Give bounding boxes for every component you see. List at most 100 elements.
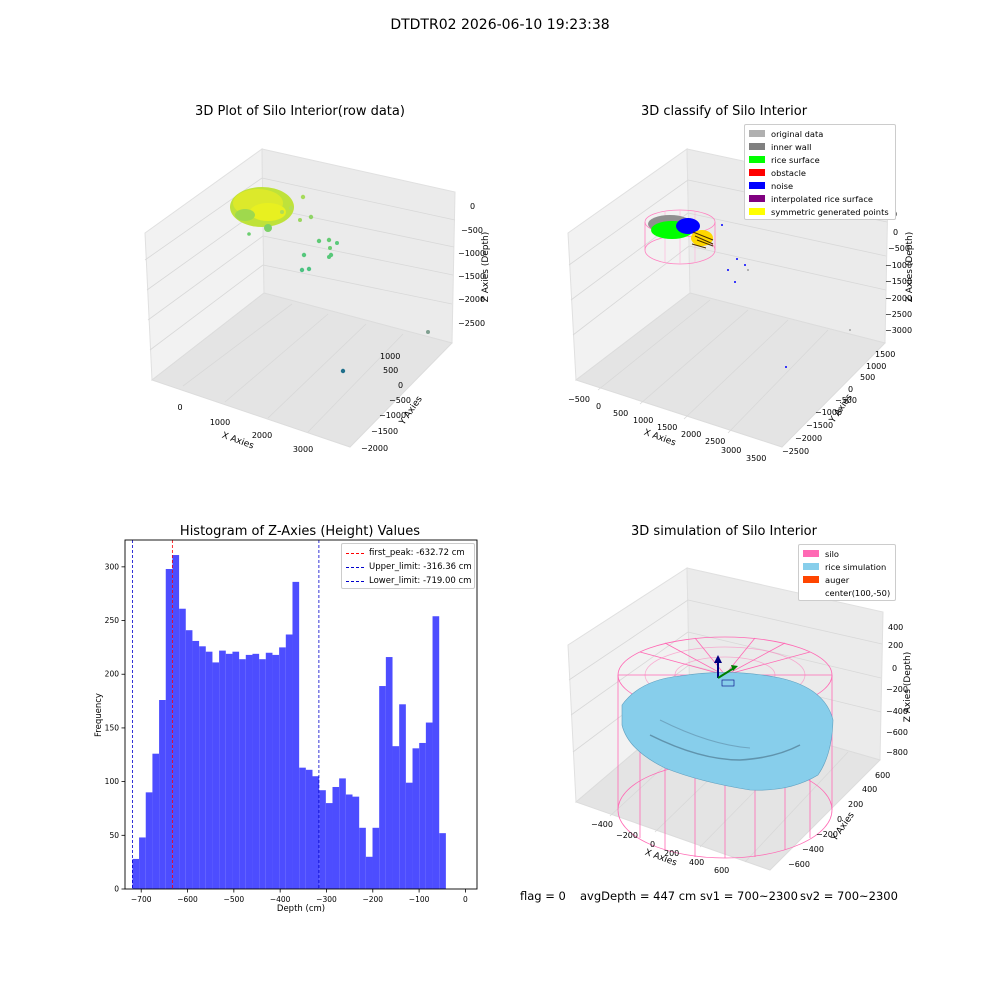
legend-item: original data [749,127,823,140]
y-tick-label: 0 [114,885,119,894]
histogram-bar [139,837,146,889]
simulation-z-label: Z Axies (Depth) [903,652,913,723]
histogram-legend-item: Lower_limit: -719.00 cm [346,575,471,587]
histogram-bar [152,753,160,889]
svg-text:−2000: −2000 [458,295,485,304]
legend-item: rice surface [749,153,820,166]
svg-text:2000: 2000 [681,430,701,439]
simulation-legend: silo rice simulation auger center(100,-50) [798,544,896,601]
legend-label: silo [825,548,840,559]
histogram-bar [332,786,340,889]
histogram-bar [312,776,320,889]
svg-text:0: 0 [177,403,182,412]
histogram-bar [252,653,260,889]
legend-swatch [803,563,819,570]
svg-text:0: 0 [596,402,601,411]
svg-text:400: 400 [862,785,877,794]
histogram-bar [339,778,346,889]
histogram-bar [159,700,166,889]
legend-item: center(100,-50) [803,586,890,599]
histogram-title: Histogram of Z-Axies (Height) Values [179,524,421,539]
histogram-bar [419,742,426,889]
svg-text:500: 500 [613,409,628,418]
classify-legend: original data inner wall rice surface obsta… [744,124,896,220]
legend-label: rice simulation [825,561,887,572]
x-tick-label: −500 [224,895,245,904]
svg-text:−1000: −1000 [379,411,406,420]
x-tick-label: −400 [270,895,291,904]
histogram-bar [179,608,186,889]
histogram-bar [259,659,266,889]
histogram-chart: −700 −600 −500 −400 −300 −200 −100 0 0 50 100 150 2… [94,539,478,914]
histogram-bar [325,803,333,889]
svg-text:2000: 2000 [252,431,272,440]
x-tick-label: −600 [177,895,198,904]
legend-dash-swatch [346,552,364,554]
histogram-bar [245,654,253,889]
svg-text:−2500: −2500 [782,447,809,456]
legend-swatch [749,182,765,189]
raw-x-ticks: 0 1000 2000 3000 [177,403,313,454]
histogram-bar [412,748,420,889]
svg-text:600: 600 [714,866,729,875]
raw-x-label: X Axies [220,431,255,452]
svg-text:1000: 1000 [210,418,230,427]
raw-point-cloud [230,187,430,374]
raw-3d-plot: 0 1000 2000 3000 X Axies 1000 500 0 −500… [144,148,491,454]
simulation-plot-title: 3D simulation of Silo Interior [631,524,817,539]
svg-text:−500: −500 [888,244,910,253]
histogram-bar [145,792,153,889]
svg-text:3000: 3000 [293,445,313,454]
legend-swatch [803,589,819,596]
svg-text:2500: 2500 [705,437,725,446]
svg-text:−1500: −1500 [885,277,912,286]
svg-text:−500: −500 [835,396,857,405]
svg-text:−800: −800 [886,748,908,757]
histogram-bar [365,856,373,889]
svg-text:−400: −400 [591,820,613,829]
histogram-bar [319,790,326,889]
simulation-z-ticks: 400 200 0 −200 −400 −600 −800 [886,623,908,757]
legend-label: obstacle [771,167,806,178]
svg-text:1000: 1000 [633,416,653,425]
legend-item: interpolated rice surface [749,192,873,205]
histogram-bar [239,659,246,889]
legend-swatch [749,195,765,202]
x-tick-label: −100 [409,895,430,904]
svg-text:−2500: −2500 [885,310,912,319]
flag-text: flag = 0 [520,889,566,903]
x-tick-label: 0 [463,895,468,904]
svg-text:400: 400 [888,623,903,632]
legend-item: silo [803,547,839,560]
legend-label: interpolated rice surface [771,193,874,204]
svg-text:−1000: −1000 [885,261,912,270]
svg-text:0: 0 [848,385,853,394]
histogram-bar [359,827,366,889]
x-tick-label: −700 [131,895,152,904]
svg-text:−500: −500 [461,226,483,235]
histogram-frame [124,539,478,890]
svg-text:600: 600 [875,771,890,780]
svg-text:0: 0 [398,381,403,390]
classify-y-ticks: 1500 1000 500 0 −500 −1000 −1500 −2000 −… [782,350,895,456]
legend-dash-swatch [346,566,364,568]
svg-text:−1000: −1000 [458,249,485,258]
legend-label: rice surface [771,154,820,165]
svg-text:0: 0 [893,228,898,237]
histogram-bar [132,858,140,889]
y-tick-label: 250 [105,616,120,625]
legend-swatch [749,169,765,176]
legend-dash-swatch [346,580,364,582]
histogram-y-label: Frequency [94,693,104,737]
figure-title: DTDTR02 2026-06-10 19:23:38 [390,17,610,33]
histogram-bar [185,630,193,889]
histogram-bar [299,767,306,889]
legend-swatch [749,130,765,137]
y-tick-label: 300 [105,562,120,571]
histogram-bar [372,827,380,889]
raw-z-label: Z Axies (Depth) [481,232,491,303]
classify-point-cloud [648,215,851,368]
legend-label: auger [825,574,850,585]
histogram-bar [439,833,446,889]
svg-text:200: 200 [664,849,679,858]
